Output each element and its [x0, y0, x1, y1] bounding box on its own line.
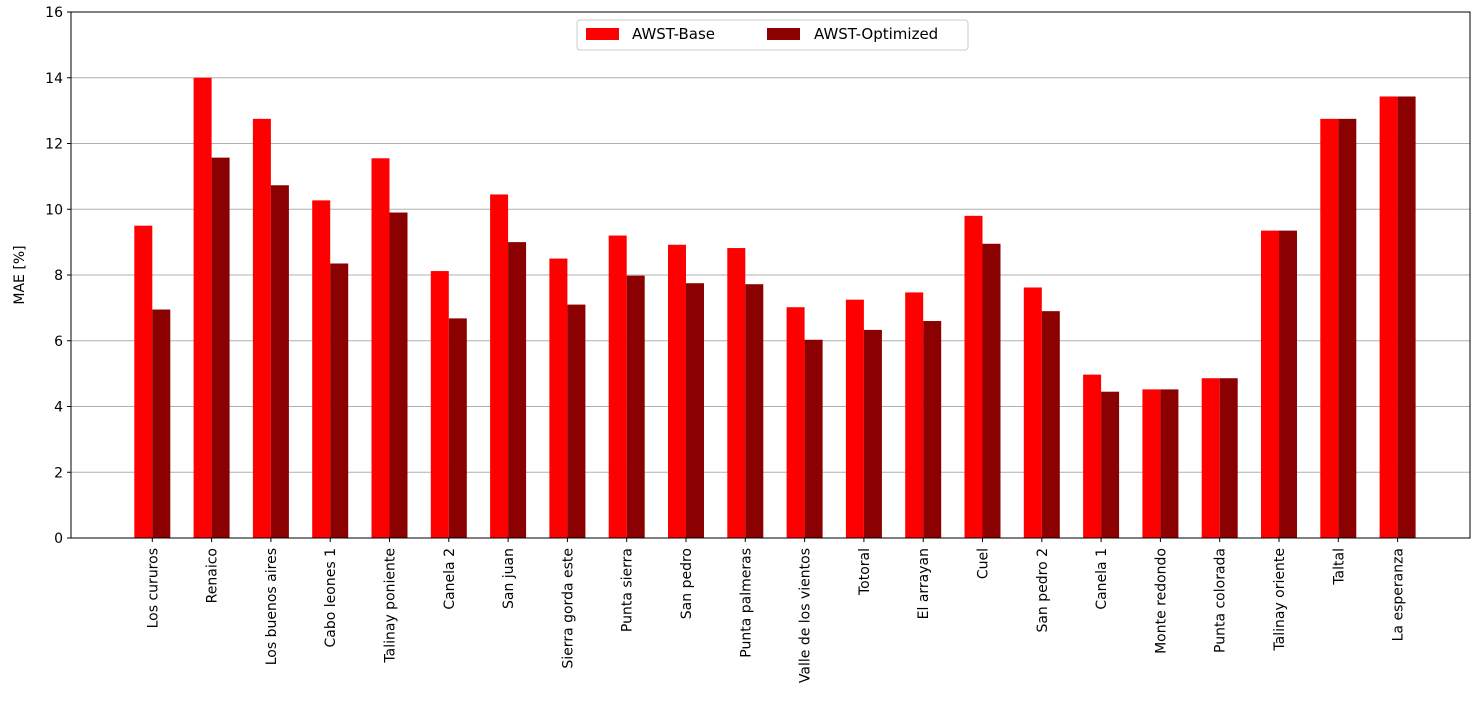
bar-awst-base	[549, 258, 568, 538]
x-tick-label: Talinay oriente	[1272, 548, 1288, 652]
x-tick-label: Punta sierra	[620, 548, 636, 632]
x-tick-label: Taltal	[1331, 548, 1347, 586]
bar-awst-base	[252, 118, 271, 538]
x-tick-label: San pedro	[679, 548, 695, 619]
bar-awst-base	[1320, 118, 1339, 538]
y-tick-label: 4	[54, 400, 63, 416]
bar-awst-optimized	[152, 309, 171, 538]
bar-awst-base	[371, 158, 390, 538]
bar-awst-optimized	[1160, 389, 1179, 538]
bar-awst-optimized	[804, 339, 823, 538]
x-tick-label: Valle de los vientos	[798, 548, 814, 683]
bar-awst-optimized	[923, 321, 942, 538]
legend: AWST-Base AWST-Optimized	[576, 19, 969, 51]
x-tick-label: Punta colorada	[1213, 548, 1229, 653]
bar-awst-base	[1379, 96, 1398, 539]
x-axis: Los cururos Renaico Los buenos aires Cabo l…	[145, 538, 1407, 683]
bar-awst-optimized	[1279, 230, 1297, 538]
bar-awst-base	[786, 307, 805, 538]
bars	[134, 77, 1416, 539]
x-tick-label: Los cururos	[145, 548, 161, 628]
legend-swatch	[586, 28, 619, 40]
bar-awst-base	[845, 299, 864, 538]
x-tick-label: San pedro 2	[1035, 548, 1051, 633]
x-tick-label: Punta palmeras	[738, 548, 754, 658]
y-tick-label: 8	[54, 268, 63, 284]
bar-awst-base	[1023, 287, 1042, 538]
bar-awst-optimized	[1397, 96, 1416, 539]
y-tick-label: 6	[54, 334, 63, 350]
bar-awst-base	[1261, 230, 1279, 538]
bar-awst-base	[1083, 374, 1102, 538]
bar-awst-optimized	[1338, 118, 1357, 538]
y-tick-label: 12	[45, 137, 63, 153]
bar-awst-optimized	[389, 212, 408, 538]
bar-awst-base	[490, 194, 509, 539]
x-tick-label: San juan	[501, 548, 517, 609]
y-tick-label: 16	[45, 5, 63, 21]
y-tick-label: 0	[54, 531, 63, 547]
bar-awst-optimized	[211, 157, 230, 539]
bar-awst-base	[964, 215, 983, 538]
legend-label: AWST-Base	[632, 25, 715, 43]
bar-awst-optimized	[1041, 311, 1060, 538]
legend-label: AWST-Optimized	[814, 25, 938, 43]
x-tick-label: Monte redondo	[1153, 548, 1169, 654]
bar-awst-base	[1142, 389, 1161, 538]
x-tick-label: Canela 2	[442, 548, 458, 610]
x-tick-label: El arrayan	[916, 548, 932, 619]
bar-awst-base	[430, 271, 449, 538]
bar-awst-optimized	[1219, 378, 1238, 538]
bar-awst-optimized	[686, 283, 704, 538]
bar-awst-optimized	[982, 243, 1001, 539]
bar-awst-optimized	[508, 242, 527, 538]
y-tick-label: 10	[45, 202, 63, 218]
bar-awst-base	[134, 225, 153, 538]
bar-awst-base	[608, 235, 627, 539]
bar-awst-base	[193, 77, 212, 538]
x-tick-label: Sierra gorda este	[560, 548, 576, 669]
bar-awst-optimized	[270, 185, 289, 538]
x-tick-label: Cabo leones 1	[323, 548, 339, 647]
legend-swatch	[767, 28, 800, 40]
x-tick-label: Canela 1	[1094, 548, 1110, 610]
y-tick-label: 2	[54, 465, 63, 481]
bar-awst-base	[727, 248, 746, 539]
bar-awst-base	[905, 292, 924, 538]
x-tick-label: Totoral	[857, 548, 873, 596]
x-tick-label: La esperanza	[1391, 548, 1407, 641]
x-tick-label: Talinay poniente	[383, 548, 399, 664]
bar-awst-optimized	[567, 304, 586, 538]
x-tick-label: Renaico	[205, 548, 221, 603]
bar-awst-optimized	[330, 263, 349, 538]
bar-awst-base	[312, 200, 331, 538]
y-axis: 0 2 4 6 8 10 12 14 16	[45, 5, 71, 547]
bar-awst-optimized	[626, 275, 645, 538]
y-axis-label: MAE [%]	[12, 245, 28, 304]
bar-awst-base	[1201, 378, 1220, 538]
y-tick-label: 14	[45, 71, 63, 87]
bar-awst-base	[668, 244, 686, 538]
bar-awst-optimized	[1101, 391, 1120, 538]
bar-awst-optimized	[448, 318, 467, 538]
bar-awst-optimized	[745, 284, 764, 538]
x-tick-label: Cuel	[976, 548, 992, 579]
bar-awst-optimized	[863, 329, 882, 538]
x-tick-label: Los buenos aires	[264, 548, 280, 665]
